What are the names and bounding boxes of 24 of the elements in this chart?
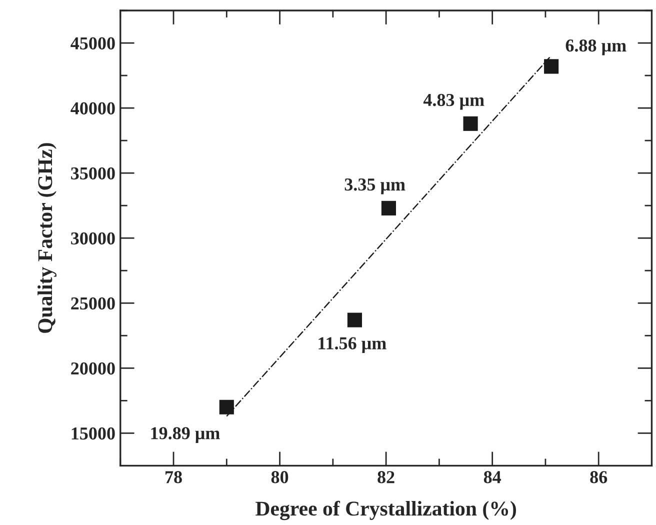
x-tick-label: 82 [378, 471, 394, 484]
point [544, 59, 559, 74]
annotation: 11.56 μm [318, 337, 386, 354]
y-tick-label: 45000 [70, 37, 115, 50]
y-tick-label: 40000 [70, 102, 115, 114]
annotation: 19.89 μm [151, 427, 220, 443]
annotation: 6.88 μm [566, 39, 626, 56]
point [347, 312, 362, 328]
x-tick-label: 86 [590, 471, 608, 484]
y-axis-title: Quality Factor (GHz) [38, 143, 56, 333]
y-tick-label: 25000 [71, 297, 115, 310]
point [219, 400, 234, 414]
point [381, 200, 396, 216]
point [463, 116, 478, 131]
annotation: 3.35 μm [344, 178, 406, 194]
x-tick-label: 78 [166, 471, 182, 484]
y-tick-label: 15000 [72, 427, 115, 440]
y-tick-label: 35000 [71, 167, 115, 180]
x-tick-label: 84 [484, 471, 502, 484]
y-tick-label: 20000 [71, 362, 115, 375]
x-axis-title: Degree of Crystallization (%) [256, 500, 516, 520]
x-tick-label: 80 [271, 471, 288, 484]
y-tick-label: 30000 [71, 232, 115, 245]
annotation: 4.83 μm [423, 94, 484, 110]
